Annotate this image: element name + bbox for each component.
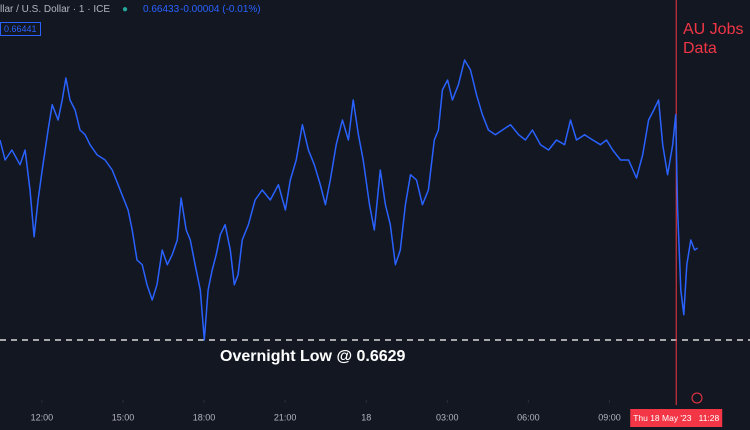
event-icon	[691, 392, 703, 404]
event-label: AU Jobs Data	[683, 21, 744, 57]
price-label: 0.66441	[0, 22, 41, 36]
x-tick-label: 15:00	[112, 412, 135, 422]
x-tick-label: 18:00	[193, 412, 216, 422]
event-time: Thu 18 May '23 11:28	[633, 413, 719, 423]
price-line	[0, 59, 699, 341]
status-dot: ●	[122, 4, 129, 15]
x-tick-label: 09:00	[598, 412, 621, 422]
event-time-box	[630, 409, 723, 427]
x-tick-label: 06:00	[517, 412, 540, 422]
x-tick-label: 03:00	[436, 412, 459, 422]
x-tick-label: 21:00	[274, 412, 297, 422]
price: 0.66433	[143, 4, 180, 15]
x-tick-label: 18	[361, 412, 371, 422]
low-label: Overnight Low @ 0.6629	[220, 348, 406, 365]
change: -0.00004 (-0.01%)	[180, 4, 261, 15]
symbol: llar / U.S. Dollar · 1 · ICE	[0, 4, 111, 15]
x-tick-label: 12:00	[31, 412, 54, 422]
